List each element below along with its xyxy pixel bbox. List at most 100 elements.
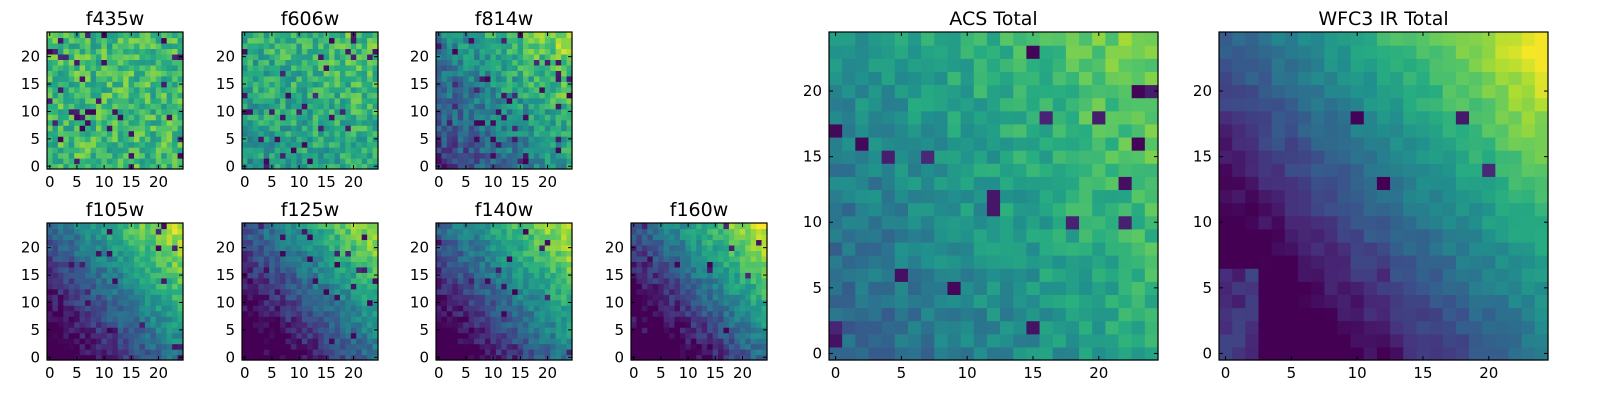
- heatmap-cell: [263, 244, 270, 251]
- heatmap-cell: [436, 305, 443, 312]
- heatmap-cell: [555, 108, 562, 115]
- heatmap-cell: [685, 338, 692, 345]
- heatmap-cell: [52, 37, 59, 44]
- heatmap-cell: [290, 261, 297, 268]
- heatmap-cell: [307, 64, 314, 71]
- heatmap-cell: [533, 59, 540, 66]
- heatmap-cell: [506, 349, 513, 356]
- heatmap-cell: [539, 255, 546, 262]
- heatmap-cell: [674, 327, 681, 334]
- heatmap-cell: [134, 250, 141, 257]
- heatmap-cell: [517, 283, 524, 290]
- heatmap-cell: [166, 75, 173, 82]
- heatmap-cell: [134, 70, 141, 77]
- heatmap-cell: [329, 114, 336, 121]
- heatmap-cell: [68, 119, 75, 126]
- heatmap-cell: [474, 261, 481, 268]
- heatmap-cell: [361, 130, 368, 137]
- heatmap-cell: [734, 338, 741, 345]
- heatmap-cell: [263, 141, 270, 148]
- heatmap-cell: [150, 223, 157, 230]
- heatmap-cell: [1079, 294, 1093, 309]
- heatmap-cell: [723, 305, 730, 312]
- heatmap-cell: [452, 64, 459, 71]
- heatmap-cell: [307, 250, 314, 257]
- heatmap-cell: [79, 294, 86, 301]
- heatmap-cell: [474, 32, 481, 39]
- heatmap-cell: [881, 202, 896, 217]
- heatmap-cell: [756, 233, 763, 241]
- y-tick-label: 10: [410, 102, 429, 120]
- heatmap-cell: [555, 299, 562, 306]
- heatmap-cell: [63, 283, 70, 290]
- heatmap-cell: [63, 86, 70, 93]
- x-tick-label: 20: [538, 173, 557, 191]
- heatmap-cell: [468, 310, 475, 317]
- x-tick-label: 20: [538, 364, 557, 382]
- heatmap-cell: [734, 327, 741, 334]
- heatmap-cell: [345, 119, 352, 126]
- heatmap-cell: [106, 310, 113, 317]
- heatmap-cell: [523, 321, 530, 328]
- heatmap-cell: [490, 92, 497, 99]
- heatmap-cell: [95, 332, 102, 339]
- heatmap-cell: [712, 332, 719, 339]
- heatmap-cell: [707, 250, 714, 257]
- heatmap-cell: [679, 310, 686, 317]
- heatmap-cell: [334, 97, 341, 104]
- heatmap-cell: [750, 332, 757, 339]
- heatmap-cell: [329, 332, 336, 339]
- heatmap-cell: [894, 255, 909, 269]
- heatmap-cell: [339, 97, 346, 104]
- heatmap-cell: [323, 233, 330, 241]
- heatmap-cell: [166, 327, 173, 334]
- heatmap-cell: [761, 316, 768, 323]
- heatmap-cell: [63, 152, 70, 159]
- heatmap-cell: [144, 37, 151, 44]
- heatmap-cell: [479, 338, 486, 345]
- heatmap-cell: [441, 228, 448, 235]
- heatmap-cell: [723, 354, 730, 361]
- heatmap-cell: [252, 141, 259, 148]
- heatmap-cell: [446, 53, 453, 60]
- heatmap-cell: [468, 233, 475, 241]
- heatmap-cell: [1144, 189, 1159, 204]
- heatmap-cell: [339, 158, 346, 165]
- heatmap-cell: [350, 343, 357, 350]
- heatmap-cell: [501, 228, 508, 235]
- heatmap-cell: [361, 158, 368, 165]
- heatmap-cell: [247, 277, 254, 284]
- axes-frame: [630, 222, 768, 361]
- heatmap-cell: [307, 42, 314, 50]
- heatmap-cell: [636, 349, 643, 356]
- heatmap-cell: [550, 332, 557, 339]
- heatmap-cell: [544, 244, 551, 251]
- heatmap-cell: [52, 59, 59, 66]
- heatmap-cell: [495, 228, 502, 235]
- heatmap-cell: [1026, 241, 1041, 256]
- heatmap-cell: [252, 223, 259, 230]
- heatmap-cell: [68, 316, 75, 323]
- heatmap-cell: [479, 266, 486, 273]
- heatmap-cell: [685, 261, 692, 268]
- heatmap-cell: [452, 163, 459, 170]
- heatmap-cell: [79, 48, 86, 55]
- heatmap-cell: [457, 108, 464, 115]
- heatmap-cell: [172, 272, 179, 279]
- heatmap-cell: [512, 37, 519, 44]
- heatmap-cell: [881, 176, 896, 191]
- heatmap-cell: [484, 310, 491, 317]
- heatmap-cell: [312, 255, 319, 262]
- heatmap-cell: [274, 305, 281, 312]
- heatmap-cell: [106, 64, 113, 71]
- heatmap-cell: [712, 321, 719, 328]
- heatmap-cell: [761, 332, 768, 339]
- heatmap-cell: [921, 189, 935, 204]
- heatmap-cell: [452, 349, 459, 356]
- heatmap-cell: [161, 299, 168, 306]
- heatmap-cell: [252, 288, 259, 295]
- heatmap-cell: [166, 239, 173, 246]
- heatmap-cell: [468, 163, 475, 170]
